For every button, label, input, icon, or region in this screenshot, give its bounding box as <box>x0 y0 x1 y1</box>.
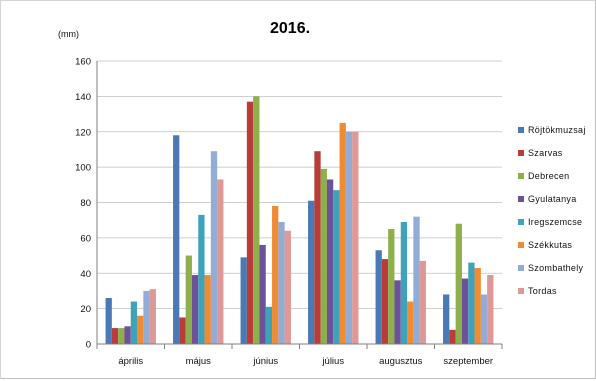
legend-swatch <box>518 173 524 179</box>
bar <box>375 250 382 344</box>
y-tick-label: 20 <box>80 304 91 315</box>
bar <box>217 179 224 344</box>
x-tick-label: szeptember <box>443 356 493 367</box>
bar <box>253 96 260 344</box>
bar <box>272 206 279 344</box>
legend-label: Iregszemcse <box>528 217 582 227</box>
y-tick-label: 120 <box>75 127 91 138</box>
y-axis-unit-label: (mm) <box>58 29 79 39</box>
bar <box>179 317 186 344</box>
bar <box>326 179 334 344</box>
bar <box>474 267 481 344</box>
legend-label: Tordas <box>528 286 557 296</box>
bar <box>284 230 291 344</box>
bar <box>130 301 138 344</box>
bar <box>333 190 340 344</box>
legend-label: Röjtökmuzsaj <box>528 125 586 135</box>
legend-label: Szarvas <box>528 148 563 158</box>
bar <box>143 290 150 344</box>
bar <box>210 151 218 344</box>
bar <box>339 122 346 344</box>
bar <box>461 278 469 344</box>
bar <box>314 151 321 344</box>
bar <box>149 289 156 344</box>
bar <box>204 275 211 344</box>
bar <box>413 216 420 344</box>
legend-swatch <box>518 150 524 156</box>
bar <box>240 257 247 344</box>
bar <box>259 244 266 344</box>
bar <box>487 275 494 344</box>
bar <box>173 135 180 344</box>
bar <box>111 328 119 344</box>
bar <box>265 306 273 344</box>
bar <box>320 168 327 344</box>
bar <box>246 101 254 345</box>
bar <box>449 329 456 344</box>
bar <box>388 229 395 344</box>
x-tick-label: augusztus <box>379 356 423 367</box>
legend-swatch <box>518 127 524 133</box>
bar <box>468 262 475 344</box>
bar <box>185 255 192 344</box>
legend-swatch <box>518 288 524 294</box>
bar <box>352 131 359 344</box>
bar <box>381 259 389 344</box>
chart-title: 2016. <box>270 20 311 37</box>
bar <box>345 131 353 344</box>
bar <box>443 294 450 344</box>
axes <box>96 61 503 349</box>
legend: Röjtökmuzsaj Szarvas Debrecen Gyulatanya Ire… <box>518 125 586 296</box>
bar <box>480 294 488 344</box>
legend-swatch <box>518 242 524 248</box>
x-tick-label: április <box>118 356 143 367</box>
bar <box>308 200 315 344</box>
y-tick-label: 60 <box>80 233 91 244</box>
y-tick-label: 100 <box>75 163 91 174</box>
bars <box>105 96 494 345</box>
y-tick-label: 160 <box>75 57 91 68</box>
x-tick-label: július <box>321 356 344 367</box>
bar <box>400 221 408 344</box>
y-tick-label: 40 <box>80 269 91 280</box>
y-tick-label: 80 <box>80 198 91 209</box>
bar <box>191 275 199 344</box>
x-tick-label: május <box>186 356 212 367</box>
legend-label: Debrecen <box>528 171 569 181</box>
legend-swatch <box>518 196 524 202</box>
legend-label: Szombathely <box>528 263 584 273</box>
legend-swatch <box>518 219 524 225</box>
bar <box>394 280 401 344</box>
bar <box>407 301 414 344</box>
bar <box>118 328 125 344</box>
bar <box>278 221 285 344</box>
y-tick-label: 0 <box>86 340 91 351</box>
bar <box>198 214 205 344</box>
bar <box>137 315 144 344</box>
bar <box>419 260 426 344</box>
legend-label: Gyulatanya <box>528 194 577 204</box>
legend-label: Székkutas <box>528 240 572 250</box>
y-tick-label: 140 <box>75 92 91 103</box>
y-axis-ticks: 0 20 40 60 80 100 120 140 160 <box>75 57 91 351</box>
bar <box>124 326 131 344</box>
gridlines <box>97 60 502 310</box>
bar <box>455 223 462 344</box>
x-axis-ticks: április május június július augusztus szeptem… <box>118 356 493 367</box>
bar <box>105 298 112 344</box>
x-tick-label: június <box>252 356 278 367</box>
legend-swatch <box>518 265 524 271</box>
